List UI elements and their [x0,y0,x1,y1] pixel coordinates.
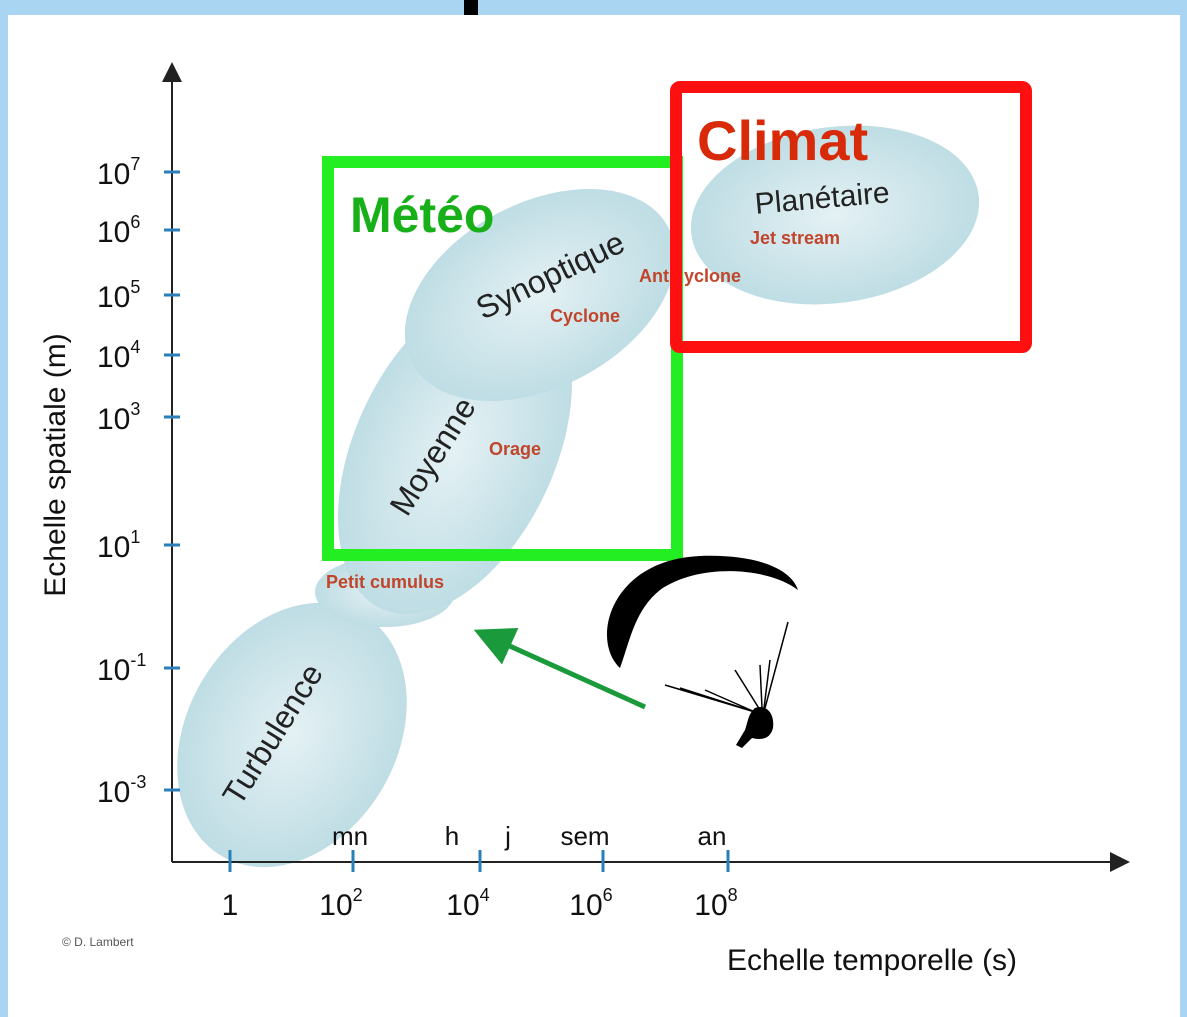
page: {"diagram": { "y_axis": {"title": "Echel… [0,0,1187,1017]
phenomenon: Jet stream [750,228,840,248]
time-unit: an [698,821,727,851]
tick-exp: 4 [130,337,140,357]
tick-exp: 1 [130,527,140,547]
tick-exp: 3 [130,399,140,419]
time-unit: mn [332,821,368,851]
tick-base: 10 [319,889,352,922]
cropped-glyph [464,0,478,15]
tick-base: 10 [97,281,130,314]
phenomenon: Anticyclone [639,266,741,286]
tick-base: 10 [569,889,602,922]
diagram: 10710610510410310110-110-31102104106108m… [0,0,1187,1017]
tick-base: 10 [97,531,130,564]
tick-label: 1 [222,889,239,922]
tick-base: 10 [97,216,130,249]
tick-base: 1 [222,889,239,922]
x-axis-title: Echelle temporelle (s) [727,944,1017,977]
tick-exp: 8 [728,885,738,905]
tick-base: 10 [97,341,130,374]
tick-exp: 6 [603,885,613,905]
climate-label: Climat [697,109,868,172]
tick-base: 10 [97,158,130,191]
tick-exp: 5 [130,277,140,297]
tick-base: 10 [97,776,130,809]
tick-exp: -3 [130,772,146,792]
credit: © D. Lambert [62,935,134,949]
phenomenon: Orage [489,439,541,459]
tick-base: 10 [97,403,130,436]
phenomenon: Cyclone [550,306,620,326]
tick-exp: -1 [130,650,146,670]
tick-base: 10 [446,889,479,922]
tick-base: 10 [97,654,130,687]
time-unit: h [445,821,459,851]
tick-base: 10 [694,889,727,922]
time-unit: j [504,821,511,851]
tick-exp: 7 [130,154,140,174]
phenomenon: Petit cumulus [326,572,444,592]
y-axis-title: Echelle spatiale (m) [39,333,72,596]
time-unit: sem [560,821,609,851]
tick-exp: 4 [480,885,490,905]
tick-exp: 2 [353,885,363,905]
weather-label: Météo [350,187,494,243]
tick-exp: 6 [130,212,140,232]
